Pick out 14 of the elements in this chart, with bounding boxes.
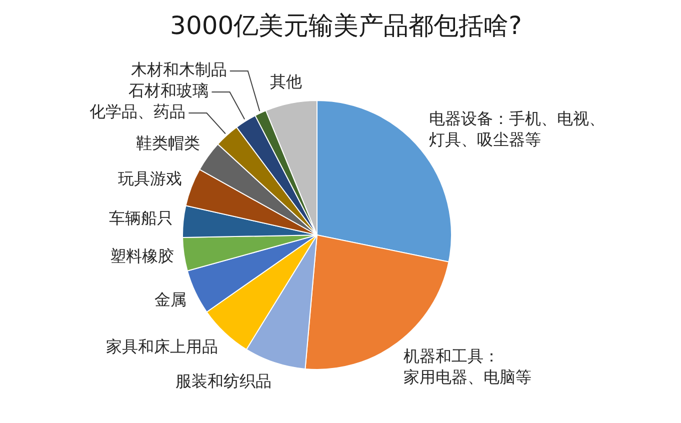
slice-label: 石材和玻璃: [128, 81, 209, 100]
slice-label: 家具和床上用品: [106, 336, 218, 356]
slice-label: 服装和纺织品: [175, 371, 272, 390]
chart-title: 3000亿美元输美产品都包括啥?: [169, 10, 523, 42]
slice-label: 鞋类帽类: [136, 133, 200, 152]
slice-label: 化学品、药品: [90, 102, 186, 122]
slice-label: 金属: [154, 290, 186, 310]
slice-label: 玩具游戏: [118, 168, 182, 188]
slice-label: 木材和木制品: [130, 60, 227, 80]
slice-label: 机器和工具：家用电器、电脑等: [403, 346, 532, 386]
slice-label: 车辆船只: [109, 208, 174, 228]
slice-label: 电器设备：手机、电视、灯具、吸尘器等: [428, 108, 605, 149]
slice-label: 其他: [270, 72, 302, 92]
slice-label: 塑料橡胶: [110, 246, 174, 266]
